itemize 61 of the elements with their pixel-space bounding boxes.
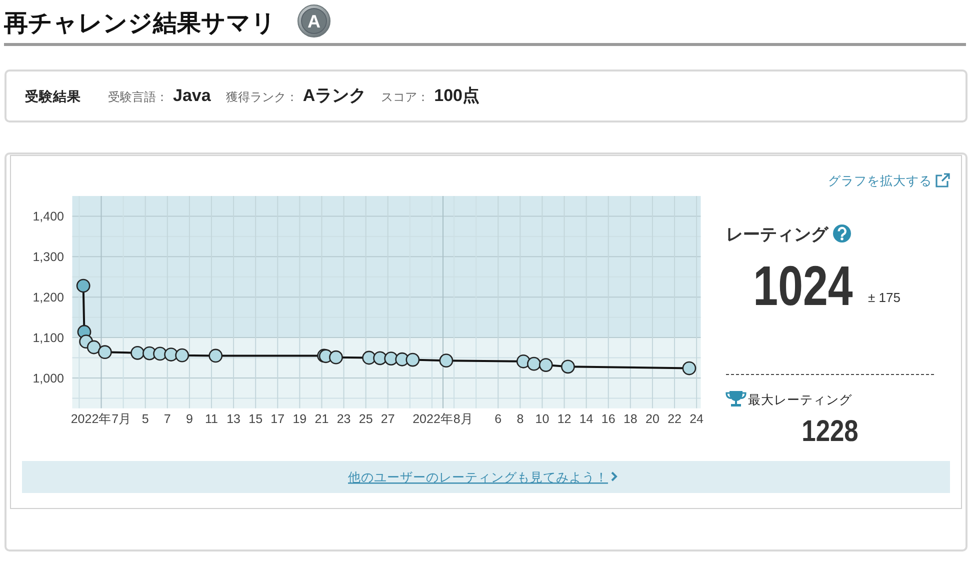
x-tick-label: 15 [248,412,263,426]
x-tick-label: 10 [535,412,550,426]
x-tick-label: 6 [494,412,502,426]
text: Aランク [302,86,366,105]
point [406,352,420,367]
x-tick-label: 19 [292,412,307,426]
text: 1024 [753,254,853,318]
x-tick-label: 16 [601,412,616,426]
x-tick-label: 9 [186,412,193,426]
x-tick-label: 7 [164,412,171,426]
text: ± 175 [868,290,900,305]
x-tick-label: 2022年7月 [70,412,132,426]
point [329,350,343,364]
x-tick-label: 13 [226,412,241,426]
x-tick-label: 2022年8月 [412,412,474,426]
point [527,356,541,371]
text: 受験結果 [24,89,82,104]
x-tick-label: 11 [204,412,218,426]
text: 受験言語： [108,90,168,104]
y-tick-label: 1,200 [32,290,64,305]
point [682,361,696,376]
x-tick-label: 18 [623,412,638,426]
text: Java [173,86,212,105]
x-tick-label: 21 [314,412,329,426]
point [175,348,190,362]
text: スコア： [381,90,430,104]
text: 1228 [802,414,858,448]
x-tick-label: 25 [358,412,373,426]
point [76,278,90,293]
x-tick-label: 23 [336,412,351,426]
text: A [308,12,320,32]
x-tick-label: 27 [380,412,395,426]
point [86,340,101,354]
x-tick-label: 17 [270,412,285,426]
y-tick-label: 1,000 [32,371,64,386]
point [373,351,388,366]
text: レーティング [726,225,829,244]
x-tick-label: 5 [142,412,149,426]
point [130,346,144,360]
text: 獲得ランク： [226,90,298,104]
x-tick-label: 8 [516,412,524,426]
point [98,345,112,360]
point [384,352,398,366]
point [439,354,454,368]
x-tick-label: 22 [668,412,682,426]
point [538,358,553,372]
point [208,348,223,363]
text: 他のユーザーのレーティングも見てみよう！ [348,470,608,484]
text: 100点 [434,86,480,105]
text: 最大レーティング [748,393,853,407]
x-tick-label: 20 [646,412,660,426]
chart-title: 再チャレンジ結果サマリ [3,10,276,37]
x-tick-label: 12 [557,412,572,426]
x-tick-label: 14 [579,412,594,426]
y-tick-label: 1,400 [32,210,64,224]
y-tick-label: 1,100 [32,331,64,346]
x-tick-label: 24 [690,412,704,426]
y-tick-label: 1,300 [32,250,64,264]
text: グラフを拡大する [828,174,932,188]
point [164,348,178,362]
point [560,360,575,374]
